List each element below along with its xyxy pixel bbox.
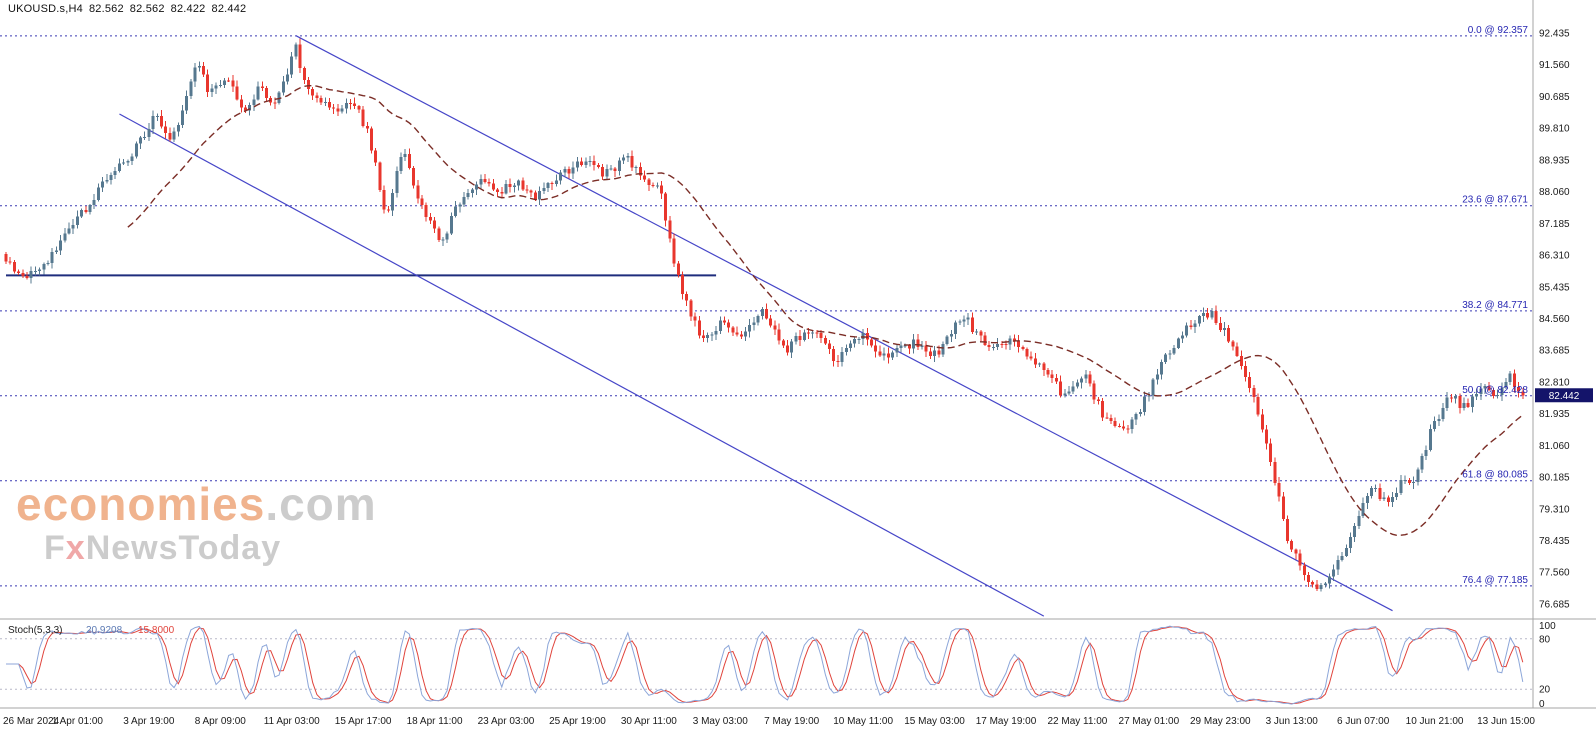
price-badge: 82.442 [1535,388,1593,403]
watermark-tagline-prefix: F [44,528,66,567]
time-axis-label: 30 Apr 11:00 [621,716,677,727]
time-axis-label: 25 Apr 19:00 [549,716,606,727]
watermark-tagline: FxNewsToday [44,528,377,567]
price-axis-label: 92.435 [1539,29,1570,40]
time-axis-label: 3 May 03:00 [693,716,748,727]
fib-label: 76.4 @ 77.185 [1462,575,1528,586]
price-axis-label: 89.810 [1539,124,1570,135]
price-axis-label: 88.935 [1539,155,1570,166]
time-axis-label: 27 May 01:00 [1119,716,1180,727]
time-axis-label: 13 Jun 15:00 [1477,716,1535,727]
fib-lines [0,35,1533,587]
fib-label: 61.8 @ 80.085 [1462,470,1528,481]
stoch-value-k: 20.9208 [86,625,123,636]
ohlc-open: 82.562 [88,3,124,15]
time-axis-label: 22 May 11:00 [1047,716,1107,727]
watermark-brand-line: economies.com [16,478,377,530]
price-axis-label: 76.685 [1539,599,1570,610]
fib-labels: 0.0 @ 92.357 23.6 @ 87.671 38.2 @ 84.771 50… [1462,25,1528,586]
time-axis-label: 18 Apr 11:00 [407,716,463,727]
ohlc-close: 82.442 [211,3,247,15]
ohlc-low: 82.422 [170,3,206,15]
stoch-label: Stoch(5,3,3) 20.9208 15.8000 [8,625,175,636]
candles [4,38,1525,592]
fib-label: 38.2 @ 84.771 [1462,300,1528,311]
stoch-axis-label: 0 [1539,699,1545,710]
time-axis-label: 6 Jun 07:00 [1337,716,1390,727]
price-axis-label: 84.560 [1539,314,1570,325]
symbol-label: UKOUSD.s,H4 [8,3,83,15]
stoch-main-line [6,625,1524,705]
price-axis-label: 83.685 [1539,346,1570,357]
price-axis-label: 79.310 [1539,504,1570,515]
fib-label: 50.0 @ 82.428 [1462,385,1528,396]
price-axis-label: 78.435 [1539,536,1570,547]
ohlc-high: 82.562 [129,3,165,15]
watermark-tagline-accent: x [65,528,86,567]
price-axis-label: 81.060 [1539,441,1570,452]
channel-lower-line[interactable] [119,113,1045,617]
time-axis-label: 10 Jun 21:00 [1406,716,1464,727]
price-axis-label: 81.935 [1539,409,1570,420]
time-axis-label: 15 May 03:00 [904,716,965,727]
time-axis-label: 15 Apr 17:00 [335,716,392,727]
time-axis-label: 11 Apr 03:00 [264,716,320,727]
moving-average-line[interactable] [127,84,1524,537]
stoch-value-d: 15.8000 [138,625,175,636]
price-axis-label: 80.185 [1539,473,1570,484]
watermark: economies.com FxNewsToday [16,478,377,567]
price-axis-label: 77.560 [1539,568,1570,579]
fib-label: 23.6 @ 87.671 [1462,195,1528,206]
time-axis-label: 10 May 11:00 [833,716,893,727]
price-axis-label: 86.310 [1539,251,1570,262]
watermark-brand-suffix: .com [265,478,377,530]
time-axis-label: 29 May 23:00 [1190,716,1251,727]
time-axis-label: 3 Jun 13:00 [1266,716,1319,727]
time-axis-label: 17 May 19:00 [976,716,1037,727]
price-axis-label: 90.685 [1539,92,1570,103]
price-axis-label: 85.435 [1539,282,1570,293]
price-axis-label: 88.060 [1539,187,1570,198]
time-axis-label: 26 Mar 2024 [3,716,60,727]
symbol-ohlc: UKOUSD.s,H4 82.562 82.562 82.422 82.442 [8,3,252,15]
price-axis: 92.435 91.560 90.685 89.810 88.935 88.060 87.1… [1539,29,1570,611]
time-axis-label: 1 Apr 01:00 [52,716,104,727]
time-axis-label: 3 Apr 19:00 [123,716,175,727]
price-axis-label: 87.185 [1539,219,1570,230]
time-axis-label: 23 Apr 03:00 [478,716,535,727]
stoch-axis-label: 80 [1539,634,1551,645]
stoch-axis-label: 100 [1539,621,1556,632]
watermark-brand: economies [16,478,266,530]
watermark-tagline-rest: NewsToday [85,528,282,567]
time-axis-label: 7 May 19:00 [764,716,819,727]
stoch-axis: 100 80 20 0 [1539,621,1556,710]
price-axis-label: 91.560 [1539,60,1570,71]
fib-label: 0.0 @ 92.357 [1468,25,1529,36]
time-axis-label: 8 Apr 09:00 [195,716,247,727]
price-axis-label: 82.810 [1539,377,1570,388]
price-badge-value: 82.442 [1549,391,1580,402]
channel-upper-line[interactable] [295,35,1393,612]
stoch-indicator-name: Stoch(5,3,3) [8,625,62,636]
stoch-axis-label: 20 [1539,685,1551,696]
